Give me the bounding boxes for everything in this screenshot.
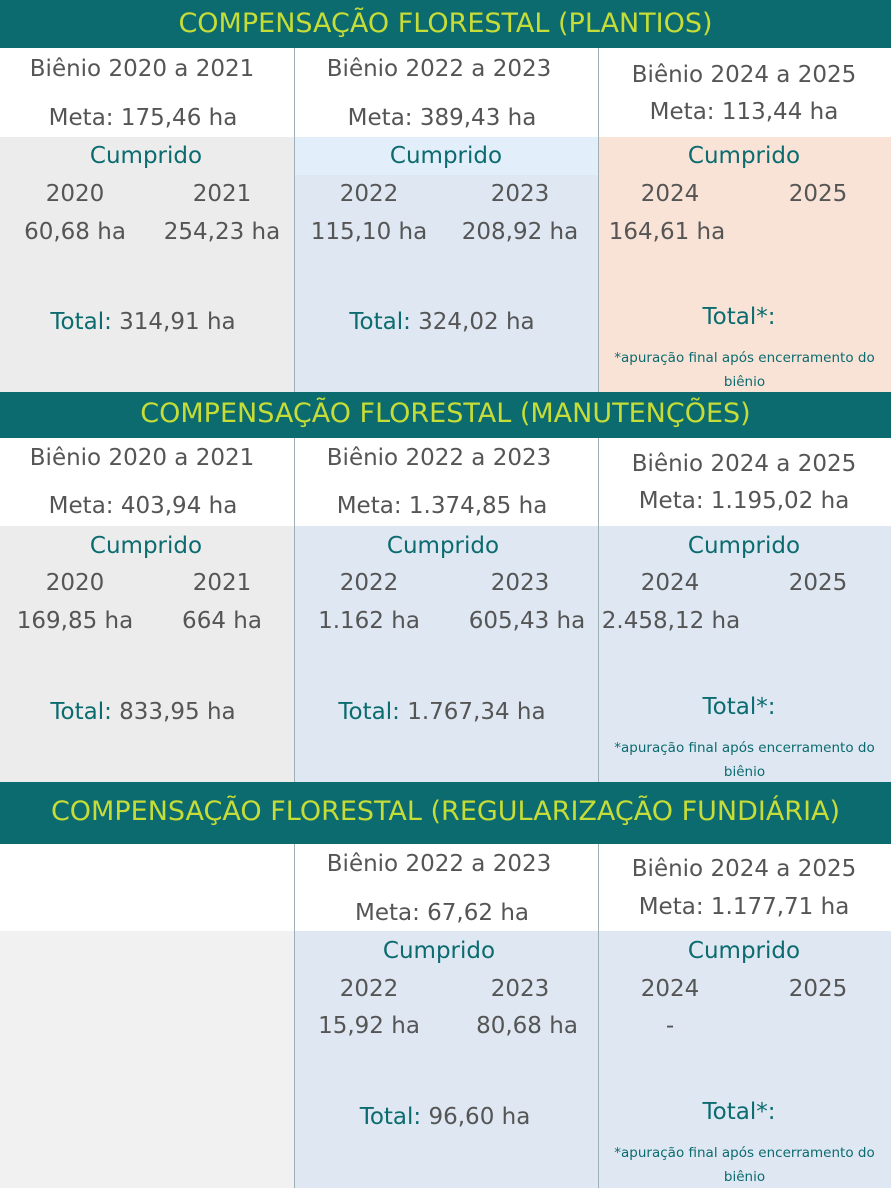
year-label: 2020 [45,570,105,596]
cumprido-label: Cumprido [687,533,801,559]
year-label: 2022 [339,570,399,596]
total-label: Total: [50,699,112,725]
section-title-manutencoes: COMPENSAÇÃO FLORESTAL (MANUTENÇÕES) [0,392,891,438]
cumprido-label: Cumprido [382,938,496,964]
cumprido-header-2022-2023 [294,137,598,175]
footnote: *apuração final após encerramento do biê… [614,740,875,780]
value-label: 80,68 ha [476,1013,578,1039]
year-label: 2022 [339,976,399,1002]
value-label: 2.458,12 ha [601,608,741,634]
footnote: *apuração final após encerramento do biê… [614,1145,875,1185]
cumprido-panel-2020-2021 [0,137,294,392]
year-label: 2024 [640,181,700,207]
value-label: 169,85 ha [16,608,134,634]
value-label: 115,10 ha [310,219,428,245]
cumprido-label: Cumprido [89,143,203,169]
year-label: 2021 [192,570,252,596]
cumprido-label: Cumprido [386,533,500,559]
value-label: - [665,1013,675,1039]
divider [598,438,599,782]
value-label: 254,23 ha [163,219,281,245]
year-label: 2021 [192,181,252,207]
meta-label: Meta: 389,43 ha [347,105,537,131]
cumprido-panel-2024-2025 [598,931,891,1188]
total-label: Total: [349,309,411,335]
year-label: 2023 [490,976,550,1002]
empty-panel [0,931,294,1188]
total-value: 833,95 ha [119,699,236,725]
meta-label: Meta: 403,94 ha [48,493,238,519]
total-label: Total*: [702,1099,776,1125]
total-value: 1.767,34 ha [407,699,546,725]
section-title-text: COMPENSAÇÃO FLORESTAL (MANUTENÇÕES) [140,398,751,429]
divider [598,48,599,392]
meta-label: Meta: 67,62 ha [355,900,529,926]
cumprido-panel-2022-2023 [294,137,598,392]
total-row: Total: 1.767,34 ha [338,699,545,725]
total-label: Total: [50,309,112,335]
total-value: 324,02 ha [418,309,535,335]
meta-label: Meta: 113,44 ha [649,99,839,125]
cumprido-panel-2024-2025 [598,137,891,392]
divider [294,844,295,1188]
cumprido-panel-2024-2025 [598,526,891,782]
meta-label: Meta: 1.195,02 ha [638,488,850,514]
footnote: *apuração final após encerramento do biê… [614,350,875,390]
section-title-text: COMPENSAÇÃO FLORESTAL (REGULARIZAÇÃO FUN… [50,796,841,827]
total-label: Total: [359,1104,422,1130]
section-title-plantios: COMPENSAÇÃO FLORESTAL (PLANTIOS) [0,0,891,48]
bienio-label: Biênio 2022 a 2023 [326,851,552,877]
meta-label: Meta: 175,46 ha [48,105,238,131]
meta-label: Meta: 1.177,71 ha [638,894,850,920]
value-label: 164,61 ha [608,219,726,245]
year-label: 2025 [788,976,848,1002]
year-label: 2024 [640,570,700,596]
year-label: 2024 [640,976,700,1002]
bienio-label: Biênio 2020 a 2021 [29,445,255,471]
section-title-regularizacao-fundiaria: COMPENSAÇÃO FLORESTAL (REGULARIZAÇÃO FUN… [0,782,891,844]
divider [598,844,599,1188]
total-row: Total: 96,60 ha [360,1104,531,1130]
cumprido-panel-2022-2023 [294,931,598,1188]
total-row: Total: 314,91 ha [50,309,235,335]
total-row: Total: 324,02 ha [349,309,534,335]
year-label: 2020 [45,181,105,207]
year-label: 2025 [788,181,848,207]
year-label: 2025 [788,570,848,596]
section-title-text: COMPENSAÇÃO FLORESTAL (PLANTIOS) [178,8,713,39]
value-label: 60,68 ha [24,219,126,245]
total-label: Total: [338,699,400,725]
value-label: 664 ha [182,608,262,634]
bienio-label: Biênio 2022 a 2023 [326,445,552,471]
value-label: 208,92 ha [461,219,579,245]
cumprido-label: Cumprido [389,143,503,169]
year-label: 2023 [490,181,550,207]
cumprido-label: Cumprido [687,938,801,964]
value-label: 605,43 ha [468,608,586,634]
cumprido-panel-2020-2021 [0,526,294,782]
divider [294,48,295,392]
cumprido-label: Cumprido [89,533,203,559]
total-row: Total: 833,95 ha [50,699,235,725]
divider [294,438,295,782]
cumprido-label: Cumprido [687,143,801,169]
bienio-label: Biênio 2020 a 2021 [29,56,255,82]
total-value: 96,60 ha [428,1104,531,1130]
total-value: 314,91 ha [119,309,236,335]
total-label: Total*: [702,694,776,720]
bienio-label: Biênio 2024 a 2025 [631,451,857,477]
year-label: 2023 [490,570,550,596]
value-label: 15,92 ha [318,1013,420,1039]
meta-label: Meta: 1.374,85 ha [336,493,548,519]
bienio-label: Biênio 2022 a 2023 [326,56,552,82]
year-label: 2022 [339,181,399,207]
total-label: Total*: [702,304,776,330]
cumprido-panel-2022-2023 [294,526,598,782]
bienio-label: Biênio 2024 a 2025 [631,62,857,88]
value-label: 1.162 ha [318,608,420,634]
bienio-label: Biênio 2024 a 2025 [631,856,857,882]
